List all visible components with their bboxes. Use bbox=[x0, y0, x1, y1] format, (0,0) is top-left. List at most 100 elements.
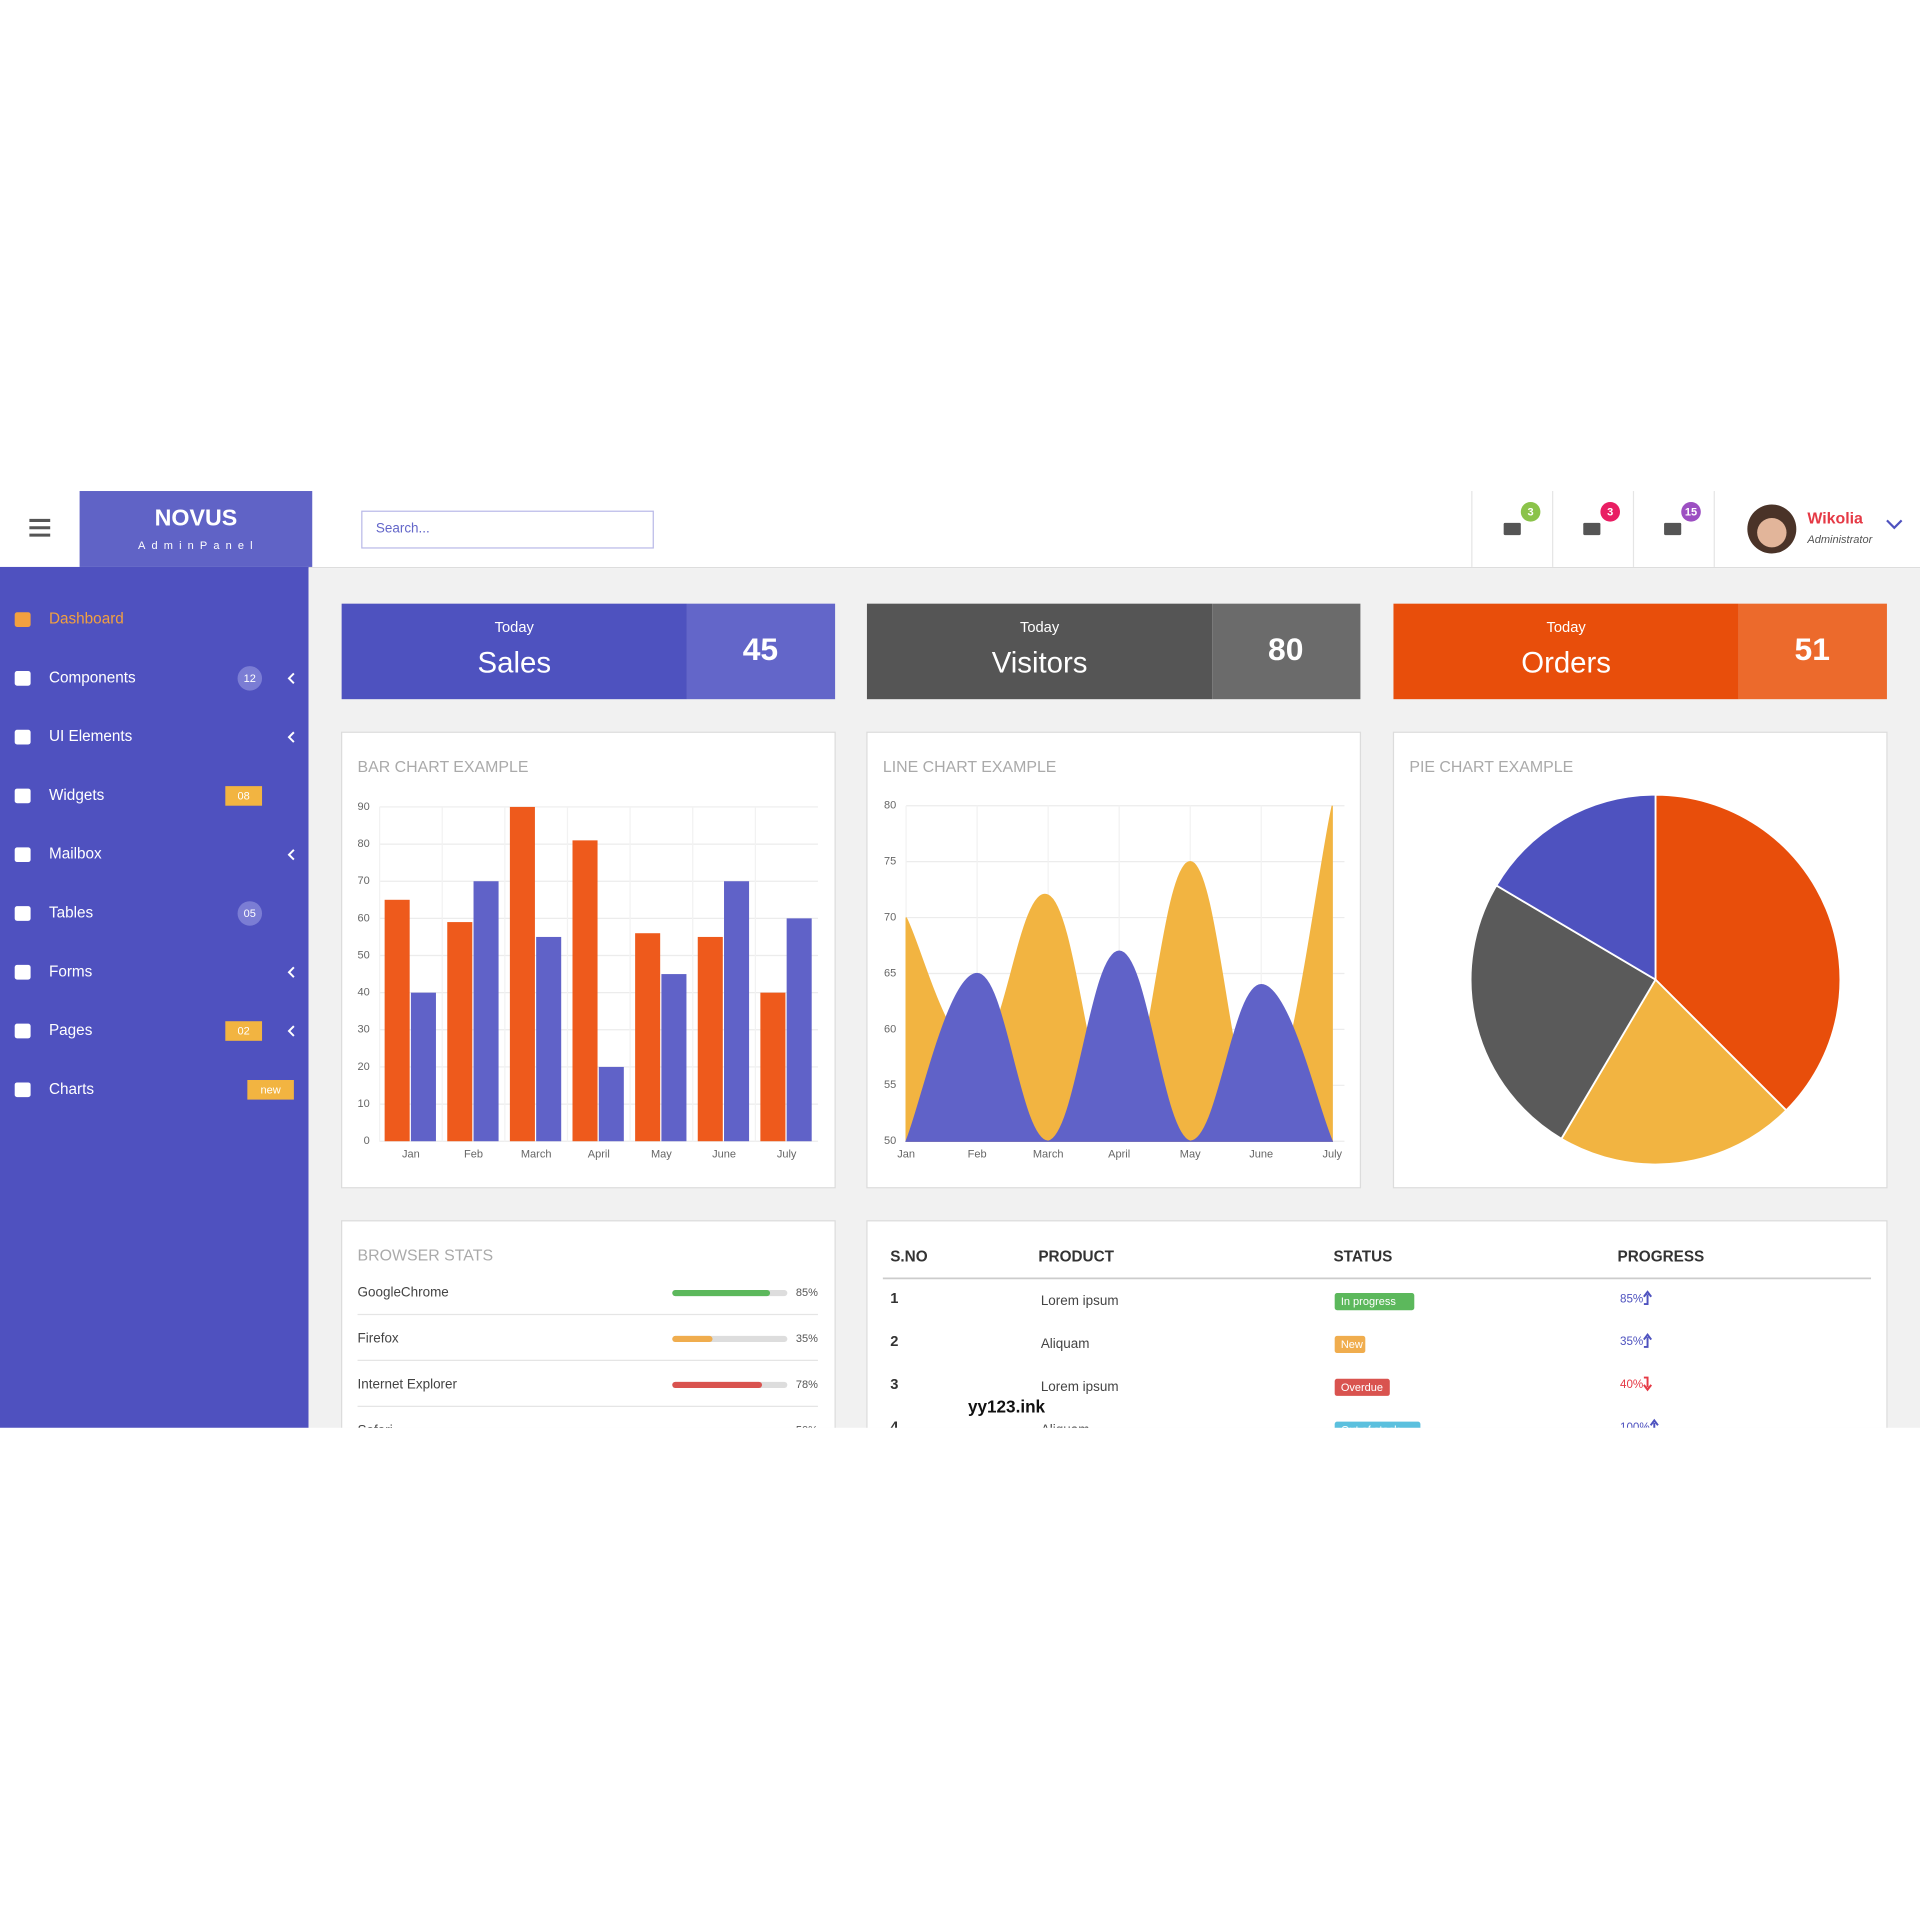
row-number: 2 bbox=[890, 1334, 898, 1350]
menu-icon bbox=[14, 1023, 31, 1039]
pie-slice bbox=[1469, 884, 1657, 1140]
bar bbox=[697, 936, 723, 1142]
status-text: Out of stock bbox=[1341, 1425, 1400, 1437]
avatar[interactable] bbox=[1747, 504, 1797, 554]
progress-bar bbox=[672, 1428, 730, 1434]
menu-icon bbox=[14, 1082, 31, 1098]
notification-count: 3 bbox=[1607, 506, 1613, 518]
user-name[interactable]: Wikolia bbox=[1807, 510, 1863, 527]
browser-percent: 50% bbox=[796, 1425, 818, 1437]
y-tick-label: 70 bbox=[884, 911, 896, 923]
browser-percent: 78% bbox=[796, 1379, 818, 1391]
table-header: PRODUCT bbox=[1038, 1249, 1114, 1266]
browser-name: Internet Explorer bbox=[358, 1376, 458, 1391]
menu-chevron bbox=[287, 1025, 295, 1037]
browser-percent: 85% bbox=[796, 1287, 818, 1299]
chart-title: LINE CHART EXAMPLE bbox=[883, 759, 1057, 776]
chart-title: PIE CHART EXAMPLE bbox=[1409, 759, 1573, 776]
x-tick-label: May bbox=[1180, 1149, 1201, 1161]
bar bbox=[760, 992, 786, 1142]
progress: 100% bbox=[1620, 1421, 1650, 1434]
browser-name: Safari bbox=[358, 1422, 393, 1437]
menu-icon bbox=[14, 612, 31, 627]
y-tick-label: 70 bbox=[358, 875, 370, 887]
status-text: In progress bbox=[1341, 1296, 1397, 1308]
x-tick-label: July bbox=[777, 1149, 797, 1161]
y-tick-label: 65 bbox=[884, 967, 896, 979]
search-placeholder[interactable]: Search... bbox=[376, 521, 430, 536]
progress: 85% bbox=[1620, 1292, 1643, 1305]
notification-icon[interactable] bbox=[1503, 522, 1521, 536]
menu-label[interactable]: Mailbox bbox=[49, 846, 102, 863]
x-tick-label: Feb bbox=[464, 1149, 483, 1161]
product: Aliquam bbox=[1041, 1422, 1090, 1437]
chart-title: BAR CHART EXAMPLE bbox=[358, 759, 529, 776]
y-tick-label: 55 bbox=[884, 1079, 896, 1091]
notification-badge bbox=[1520, 502, 1541, 522]
stat-card bbox=[341, 603, 687, 700]
notification-badge bbox=[1600, 502, 1620, 522]
trend-arrow bbox=[1649, 1418, 1659, 1428]
notification-count: 3 bbox=[1528, 506, 1534, 518]
stat-value: 80 bbox=[1268, 631, 1303, 667]
menu-toggle[interactable] bbox=[29, 518, 51, 537]
row-number: 4 bbox=[890, 1420, 899, 1436]
status-text: New bbox=[1341, 1339, 1363, 1351]
bar bbox=[384, 899, 410, 1142]
menu-label[interactable]: Tables bbox=[49, 905, 94, 922]
x-tick-label: July bbox=[1322, 1149, 1342, 1161]
menu-label[interactable]: UI Elements bbox=[49, 728, 133, 745]
y-tick-label: 90 bbox=[358, 801, 370, 813]
x-tick-label: Jan bbox=[897, 1149, 915, 1161]
menu-badge-text: 02 bbox=[238, 1026, 250, 1038]
progress-bar bbox=[672, 1290, 771, 1297]
search-box[interactable] bbox=[361, 510, 654, 549]
menu-label[interactable]: Dashboard bbox=[49, 611, 124, 628]
trend-arrow bbox=[1643, 1333, 1653, 1348]
y-tick-label: 40 bbox=[358, 987, 370, 999]
stat-label: Visitors bbox=[992, 647, 1088, 680]
stat-card bbox=[866, 603, 1213, 700]
menu-badge-text: 08 bbox=[238, 790, 250, 802]
bar bbox=[473, 881, 499, 1142]
status-badge bbox=[1334, 1335, 1366, 1354]
status-badge bbox=[1334, 1378, 1390, 1396]
menu-label[interactable]: Pages bbox=[49, 1022, 93, 1039]
menu-icon bbox=[14, 906, 31, 921]
stat-caption: Today bbox=[1547, 620, 1587, 636]
notification-icon[interactable] bbox=[1664, 522, 1682, 536]
y-tick-label: 50 bbox=[884, 1135, 896, 1147]
stat-card-accent bbox=[686, 603, 836, 700]
watermark: yy123.ink bbox=[968, 1397, 1046, 1417]
product: Lorem ipsum bbox=[1041, 1379, 1119, 1394]
menu-label[interactable]: Components bbox=[49, 669, 136, 686]
bar bbox=[410, 992, 436, 1142]
pie-slice bbox=[1495, 793, 1657, 982]
menu-label[interactable]: Widgets bbox=[49, 787, 105, 804]
browser-name: GoogleChrome bbox=[358, 1285, 449, 1300]
table-header: S.NO bbox=[890, 1249, 927, 1266]
pie-slice bbox=[1654, 793, 1842, 1112]
y-tick-label: 10 bbox=[358, 1098, 370, 1110]
notification-icon[interactable] bbox=[1583, 522, 1601, 536]
bar bbox=[509, 806, 535, 1142]
menu-label[interactable]: Forms bbox=[49, 963, 93, 980]
user-dropdown[interactable] bbox=[1886, 519, 1903, 530]
notification-badge bbox=[1681, 502, 1701, 522]
menu-icon bbox=[14, 729, 31, 745]
y-tick-label: 60 bbox=[884, 1023, 896, 1035]
line-area bbox=[905, 950, 1334, 1142]
y-tick-label: 60 bbox=[358, 912, 370, 924]
progress-track bbox=[672, 1428, 787, 1434]
menu-badge-text: new bbox=[261, 1084, 281, 1096]
stat-label: Sales bbox=[478, 647, 551, 680]
menu-label[interactable]: Charts bbox=[49, 1081, 94, 1098]
status-text: Overdue bbox=[1341, 1382, 1383, 1394]
x-tick-label: April bbox=[1108, 1149, 1130, 1161]
status-badge bbox=[1334, 1293, 1415, 1311]
x-tick-label: April bbox=[588, 1149, 610, 1161]
menu-icon bbox=[14, 847, 31, 863]
pie-slice bbox=[1560, 978, 1788, 1166]
